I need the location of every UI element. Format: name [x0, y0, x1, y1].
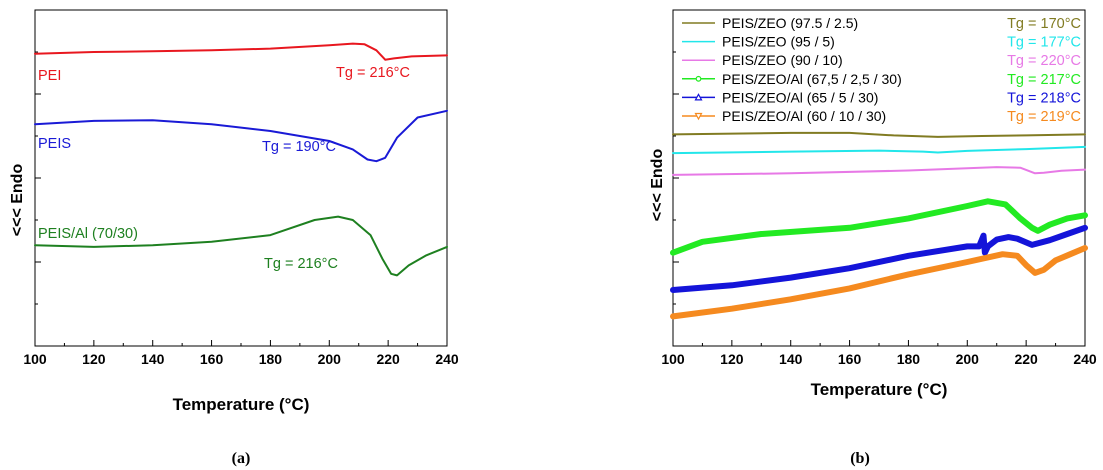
panel-a-x-tick-label: 180: [259, 351, 283, 367]
panel-a-label: (a): [232, 450, 251, 467]
panel-a-y-ticks: [35, 9, 41, 347]
panel-b-label: (b): [850, 450, 870, 467]
panel-a-tg-label-pei: Tg = 216°C: [336, 65, 410, 81]
panel-a-x-tick-label: 100: [23, 351, 47, 367]
legend-entry-peis-zeo-90-10: PEIS/ZEO (90 / 10): [722, 52, 843, 68]
legend-entry-peis-zeo-al-60-10-30: PEIS/ZEO/Al (60 / 10 / 30): [722, 108, 886, 124]
panel-b-series-line-peis-zeo-97-5-2-5: [672, 131, 1086, 138]
legend-marker-triangle-up: [694, 93, 703, 101]
panel-b-x-tick-label: 240: [1073, 351, 1097, 367]
panel-a-series-label-pei: PEI: [38, 68, 61, 84]
panel-b-x-tick-label: 100: [661, 351, 685, 367]
panel-a-x-axis-title: Temperature (°C): [173, 395, 310, 414]
legend-entry-peis-zeo-95-5: PEIS/ZEO (95 / 5): [722, 34, 835, 50]
legend-entry-peis-zeo-al-65-5-30: PEIS/ZEO/Al (65 / 5 / 30): [722, 89, 878, 105]
panel-a-tg-label-peis-al: Tg = 216°C: [264, 256, 338, 272]
tg-label-peis-zeo-al-60-10-30: Tg = 219°C: [1007, 109, 1081, 125]
panel-a-series-line-peis: [34, 109, 448, 163]
panel-b-y-ticks: [673, 9, 679, 347]
panel-a-series-label-peis: PEIS: [38, 136, 71, 152]
panel-b-y-axis-title: <<< Endo: [649, 149, 666, 222]
panel-a-tg-label-peis: Tg = 190°C: [262, 139, 336, 155]
panel-b-x-tick-label: 120: [720, 351, 744, 367]
legend-entry-peis-zeo-al-67-5-2-5-30: PEIS/ZEO/Al (67,5 / 2,5 / 30): [722, 71, 902, 87]
panel-a-y-axis-title: <<< Endo: [9, 164, 26, 237]
tg-label-peis-zeo-al-65-5-30: Tg = 218°C: [1007, 90, 1081, 106]
tg-label-peis-zeo-97-5-2-5: Tg = 170°C: [1007, 16, 1081, 32]
legend-entry-peis-zeo-97-5-2-5: PEIS/ZEO (97.5 / 2.5): [722, 15, 858, 31]
panel-a-x-tick-label: 120: [82, 351, 106, 367]
tg-label-peis-zeo-95-5: Tg = 177°C: [1007, 35, 1081, 51]
tg-label-peis-zeo-90-10: Tg = 220°C: [1007, 53, 1081, 69]
panel-b-x-tick-label: 160: [838, 351, 862, 367]
panel-b-series-line-peis-zeo-al-60-10-30: [670, 245, 1088, 320]
panel-a-x-tick-label: 240: [435, 351, 459, 367]
panel-a-x-tick-label: 140: [141, 351, 165, 367]
panel-a: 100 120 140 160 180 200 220 240 PEI Tg = 216°C …: [9, 9, 459, 467]
panel-b-x-tick-label: 220: [1014, 351, 1038, 367]
panel-a-x-tick-label: 200: [318, 351, 342, 367]
panel-a-series-line-pei: [34, 42, 448, 61]
legend-marker-circle: [695, 75, 702, 82]
panel-a-series-label-peis-al: PEIS/Al (70/30): [38, 226, 138, 242]
panel-b-series-line-peis-zeo-al-65-5-30: [670, 224, 1088, 293]
panel-b: 100 120 140 160 180 200 220 240 PEIS/ZEO (97.5 …: [649, 9, 1097, 467]
panel-a-x-ticks: 100 120 140 160 180 200 220 240: [23, 340, 459, 367]
panel-a-series: [34, 42, 448, 277]
panel-b-legend: PEIS/ZEO (97.5 / 2.5) Tg = 170°C PEIS/ZEO …: [682, 15, 1081, 125]
panel-a-series-line-peis-al-70-30: [34, 215, 448, 277]
panel-a-x-tick-label: 220: [376, 351, 400, 367]
tg-label-peis-zeo-al-67-5-2-5-30: Tg = 217°C: [1007, 72, 1081, 88]
panel-b-series-line-peis-zeo-95-5: [672, 145, 1086, 155]
panel-a-x-tick-label: 160: [200, 351, 224, 367]
panel-b-x-tick-label: 140: [779, 351, 803, 367]
panel-b-series: [670, 131, 1088, 320]
panel-b-series-line-peis-zeo-90-10: [672, 166, 1086, 176]
panel-b-x-ticks: 100 120 140 160 180 200 220 240: [661, 340, 1097, 367]
panel-b-series-line-peis-zeo-al-67-5-2-5-30: [670, 198, 1088, 256]
panel-b-x-axis-title: Temperature (°C): [811, 380, 948, 399]
panel-b-x-tick-label: 200: [956, 351, 980, 367]
panel-b-x-tick-label: 180: [897, 351, 921, 367]
legend-marker-triangle-down: [694, 112, 703, 121]
